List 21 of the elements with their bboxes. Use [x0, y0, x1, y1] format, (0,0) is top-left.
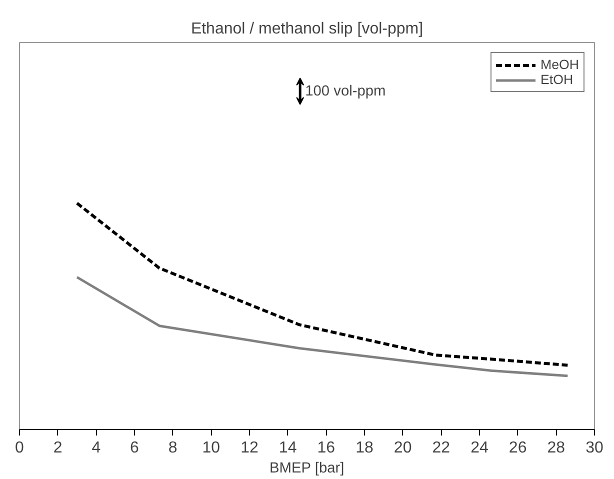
- text: 100 vol-ppm: [305, 83, 386, 100]
- x-tick-label: 18: [356, 440, 374, 456]
- x-tick-label: 28: [547, 440, 566, 456]
- x-tick-label: 26: [508, 440, 527, 456]
- x-tick-label: 30: [586, 440, 604, 456]
- x-tick-label: 4: [92, 440, 101, 456]
- legend-label: EtOH: [540, 72, 574, 87]
- x-tick-label: 24: [470, 440, 488, 456]
- x-tick-label: 20: [394, 440, 412, 456]
- x-tick-label: 0: [15, 440, 24, 456]
- x-tick-label: 10: [202, 440, 220, 456]
- x-tick-label: 2: [53, 440, 62, 456]
- x-tick-label: 16: [317, 440, 336, 456]
- x-tick-label: 8: [168, 440, 178, 456]
- legend-label: MeOH: [540, 57, 579, 72]
- x-tick-label: 6: [130, 440, 140, 456]
- x-tick-label: 12: [240, 440, 258, 456]
- x-axis-title: BMEP [bar]: [270, 460, 344, 476]
- x-tick-label: 22: [432, 440, 450, 456]
- x-tick-label: 14: [278, 440, 297, 456]
- chart-title: Ethanol / methanol slip [vol-ppm]: [190, 20, 424, 38]
